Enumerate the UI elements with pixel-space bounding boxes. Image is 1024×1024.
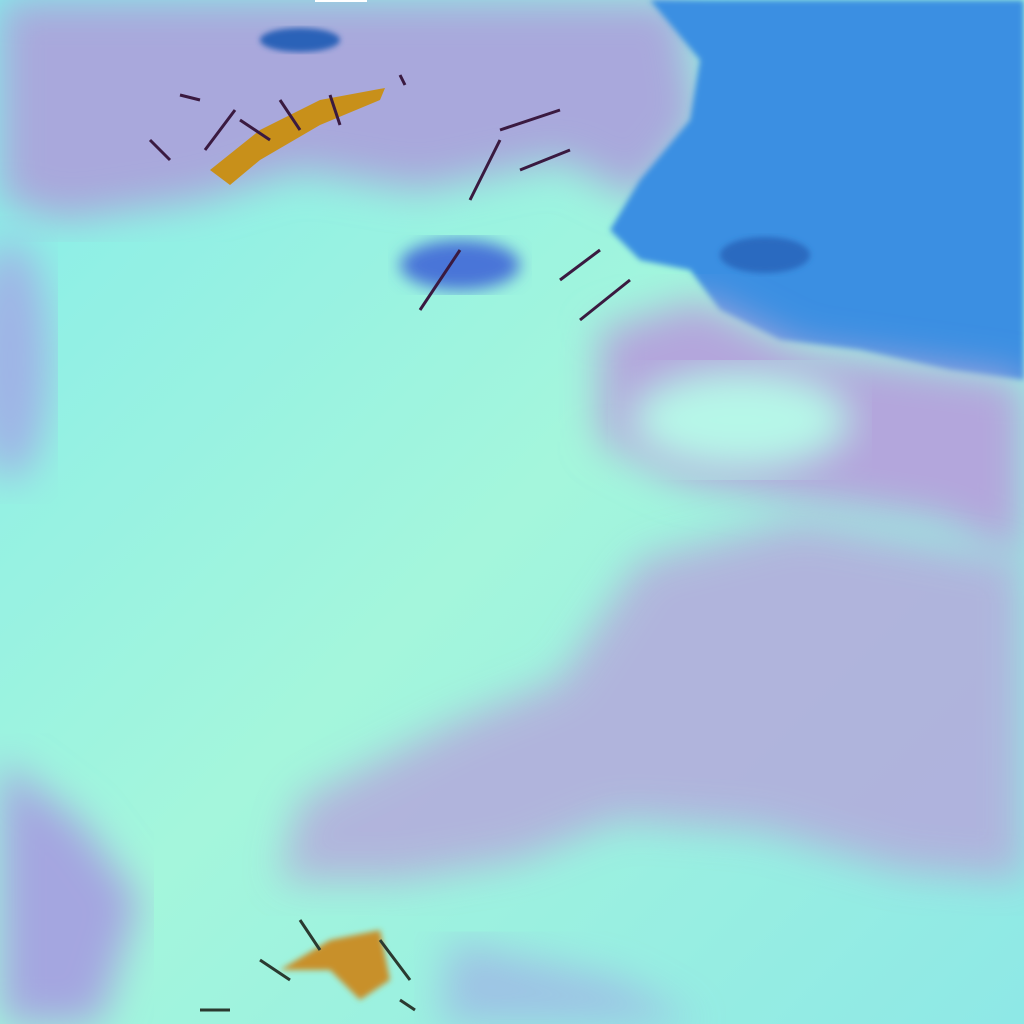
southern-mountains bbox=[280, 930, 390, 1000]
southern-ridges bbox=[200, 919, 416, 1012]
eastern-haze bbox=[280, 520, 1024, 880]
western-haze bbox=[0, 240, 50, 480]
dark-patch bbox=[720, 237, 810, 273]
sea bbox=[610, 0, 1024, 380]
dark-patch bbox=[400, 240, 520, 290]
mountain-ridges bbox=[148, 74, 631, 322]
dark-patch bbox=[260, 28, 340, 52]
south-haze bbox=[440, 940, 700, 1024]
southwest-haze bbox=[0, 760, 140, 1024]
mountain-range bbox=[210, 88, 385, 185]
top-edge-mark bbox=[315, 0, 367, 2]
bright-cloud bbox=[630, 370, 850, 470]
